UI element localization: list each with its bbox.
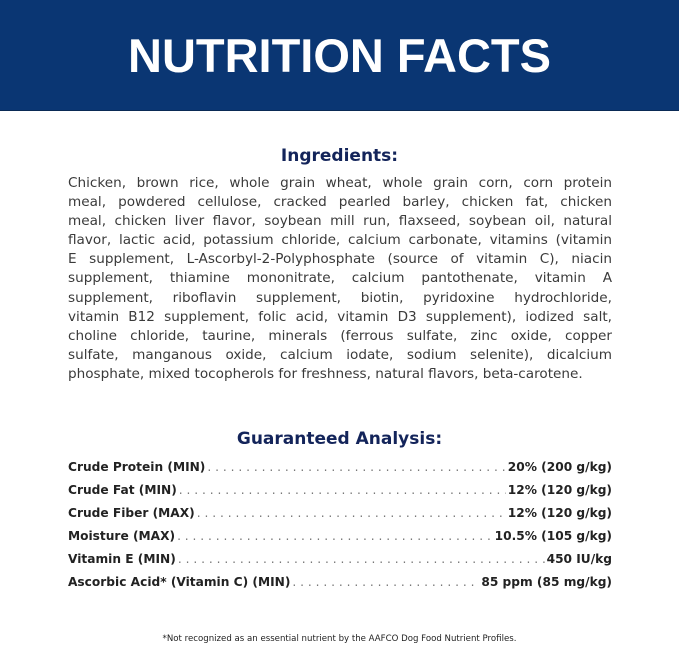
analysis-row: Moisture (MAX) 10.5% (105 g/kg) [68,529,612,552]
dot-leader [177,529,493,543]
ingredients-line: Chicken, brown rice, whole grain wheat, … [68,175,612,191]
nutrient-value: 10.5% (105 g/kg) [494,529,612,543]
ingredients-line: meal, powdered cellulose, cracked pearle… [68,194,612,211]
dot-leader [292,575,479,589]
ingredients-line: choline chloride, taurine, minerals (fer… [68,327,612,344]
nutrient-value: 12% (120 g/kg) [507,506,612,520]
footnote: *Not recognized as an essential nutrient… [162,634,517,644]
ingredients-line: meal, chicken liver flavor, soybean mill… [68,213,612,230]
dot-leader [179,483,506,497]
dot-leader [207,460,505,474]
nutrient-value: 450 IU/kg [546,552,612,566]
nutrient-value: 12% (120 g/kg) [507,483,612,497]
ingredients-line: supplement, thiamine mononitrate, calciu… [68,270,612,287]
ingredients-line: sulfate, manganous oxide, calcium iodate… [68,346,612,363]
ingredients-line: vitamin B12 supplement, folic acid, vita… [68,308,612,325]
nutrient-label: Crude Fat (MIN) [68,483,177,497]
analysis-row: Crude Fat (MIN) 12% (120 g/kg) [68,483,612,506]
ingredients-line: E supplement, L-Ascorbyl-2-Polyphosphate… [68,251,612,268]
nutrient-label: Vitamin E (MIN) [68,552,176,566]
page-title: NUTRITION FACTS [128,28,551,82]
analysis-row: Crude Protein (MIN) 20% (200 g/kg) [68,460,612,483]
ingredients-line: phosphate, mixed tocopherols for freshne… [68,365,583,382]
analysis-row: Ascorbic Acid* (Vitamin C) (MIN) 85 ppm (… [68,575,612,598]
guaranteed-analysis-table: Crude Protein (MIN) 20% (200 g/kg) Crude F… [68,460,612,598]
dot-leader [197,506,506,520]
nutrient-value: 85 ppm (85 mg/kg) [481,575,612,589]
nutrient-label: Moisture (MAX) [68,529,176,543]
nutrient-label: Crude Protein (MIN) [68,460,206,474]
nutrient-label: Crude Fiber (MAX) [68,506,195,520]
nutrient-label: Ascorbic Acid* (Vitamin C) (MIN) [68,575,291,589]
analysis-heading: Guaranteed Analysis: [236,429,443,449]
ingredients-heading: Ingredients: [280,146,399,166]
analysis-row: Crude Fiber (MAX) 12% (120 g/kg) [68,506,612,529]
nutrient-value: 20% (200 g/kg) [507,460,612,474]
ingredients-text: Chicken, brown rice, whole grain wheat, … [68,174,612,384]
dot-leader [178,552,545,566]
ingredients-line: flavor, lactic acid, potassium chloride,… [68,232,612,249]
header-banner: NUTRITION FACTS [0,0,679,111]
analysis-row: Vitamin E (MIN) 450 IU/kg [68,552,612,575]
ingredients-line: supplement, riboflavin supplement, bioti… [68,289,612,306]
